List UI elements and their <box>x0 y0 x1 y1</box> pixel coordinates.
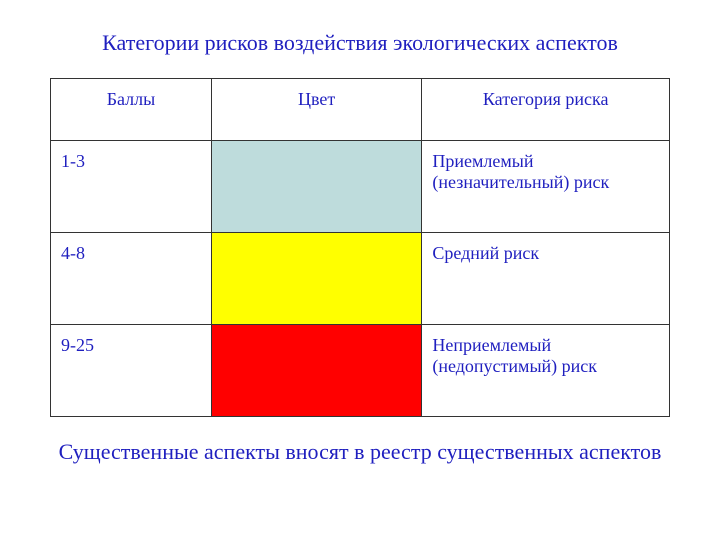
footer-note: Существенные аспекты вносят в реестр сущ… <box>50 437 670 467</box>
header-category: Категория риска <box>422 79 670 141</box>
cell-color-swatch <box>211 233 421 325</box>
page-title: Категории рисков воздействия экологическ… <box>50 30 670 56</box>
cell-color-swatch <box>211 141 421 233</box>
cell-category: Средний риск <box>422 233 670 325</box>
risk-table: Баллы Цвет Категория риска 1-3 Приемлемы… <box>50 78 670 417</box>
table-header-row: Баллы Цвет Категория риска <box>51 79 670 141</box>
header-points: Баллы <box>51 79 212 141</box>
cell-color-swatch <box>211 325 421 417</box>
cell-points: 1-3 <box>51 141 212 233</box>
cell-category: Неприемлемый (недопустимый) риск <box>422 325 670 417</box>
table-row: 4-8 Средний риск <box>51 233 670 325</box>
header-color: Цвет <box>211 79 421 141</box>
cell-category: Приемлемый (незначительный) риск <box>422 141 670 233</box>
table-row: 9-25 Неприемлемый (недопустимый) риск <box>51 325 670 417</box>
cell-points: 9-25 <box>51 325 212 417</box>
table-row: 1-3 Приемлемый (незначительный) риск <box>51 141 670 233</box>
cell-points: 4-8 <box>51 233 212 325</box>
